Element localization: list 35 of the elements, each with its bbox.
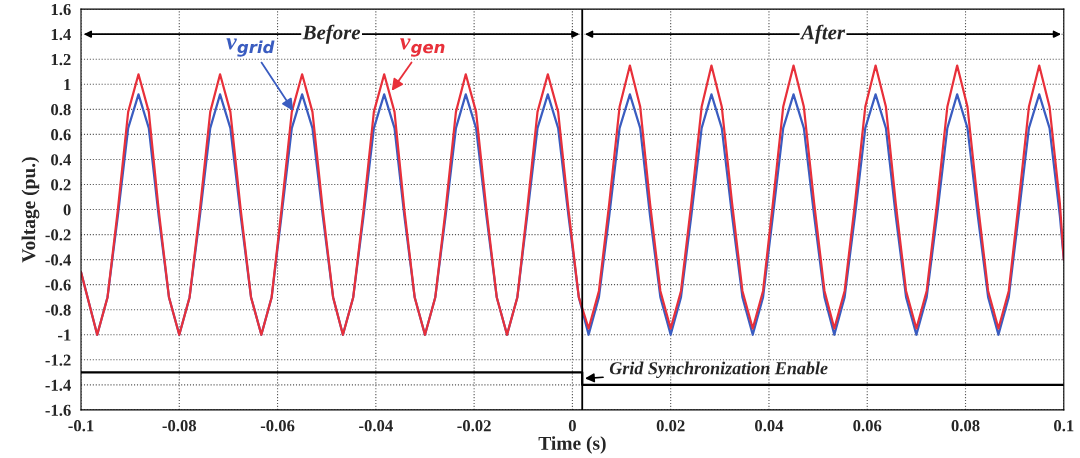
y-tick-label: -0.4 [45, 254, 71, 266]
y-tick-label: 0 [63, 204, 71, 216]
x-tick-label: 0.06 [853, 420, 882, 432]
annotation: Before [302, 24, 361, 44]
x-axis-title: Time (s) [538, 436, 606, 454]
y-tick-label: -0.6 [45, 279, 71, 291]
x-tick-label: -0.04 [359, 420, 393, 432]
y-tick-label: -0.2 [45, 229, 71, 241]
y-axis-title: Voltage (pu.) [21, 157, 40, 263]
y-tick-label: -1.2 [45, 354, 71, 366]
x-tick-label: 0.02 [656, 420, 685, 432]
x-tick-label: -0.06 [260, 420, 295, 432]
annotation: Grid Synchronization Enable [609, 361, 828, 379]
y-tick-label: 0.2 [51, 179, 71, 191]
annotation: After [799, 24, 846, 44]
x-tick-label: -0.02 [457, 420, 491, 432]
x-tick-label: -0.1 [68, 420, 94, 432]
y-tick-label: -0.8 [45, 304, 71, 316]
x-tick-label: 0.08 [951, 420, 980, 432]
x-tick-label: 0.04 [755, 420, 784, 432]
y-tick-label: 0.6 [51, 129, 71, 141]
y-tick-label: 1.4 [51, 28, 71, 41]
x-tick-label: -0.08 [162, 420, 197, 432]
x-tick-label: 0 [568, 420, 576, 432]
y-tick-label: 0.4 [51, 154, 71, 166]
y-tick-label: 1 [64, 79, 71, 91]
series-label: v$_{grid}$ [226, 38, 275, 57]
y-tick-label: 1.6 [51, 3, 71, 16]
y-tick-label: -1 [58, 329, 71, 341]
y-tick-label: 0.8 [51, 104, 71, 116]
y-tick-label: 1.2 [51, 54, 71, 66]
series-label: v$_{gen}$ [400, 38, 445, 57]
y-tick-label: -1.4 [45, 379, 71, 391]
y-tick-label: -1.6 [45, 404, 71, 416]
x-tick-label: 0.1 [1054, 420, 1074, 432]
